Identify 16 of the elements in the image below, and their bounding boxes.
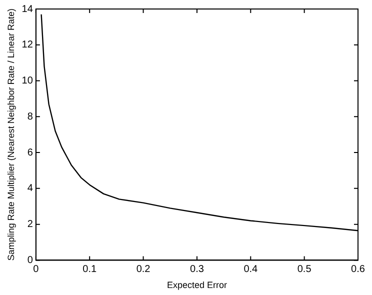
y-tick-label: 10 xyxy=(22,76,34,87)
x-tick-label: 0.4 xyxy=(244,264,258,275)
y-tick-label: 6 xyxy=(27,147,34,158)
x-tick-label: 0.1 xyxy=(82,264,97,275)
y-tick-label: 14 xyxy=(22,4,34,15)
x-tick-label: 0.5 xyxy=(297,264,312,275)
y-tick-label: 0 xyxy=(27,254,34,266)
y-tick-label: 12 xyxy=(22,40,34,51)
x-axis-title: Expected Error xyxy=(166,280,227,290)
x-tick-label: 0.6 xyxy=(351,264,366,275)
y-tick-label: 2 xyxy=(27,219,34,230)
y-tick-label: 8 xyxy=(27,111,34,122)
x-tick-label: 0.3 xyxy=(190,264,204,275)
y-tick-label: 4 xyxy=(27,183,34,194)
y-axis-title: Sampling Rate Multiplier (Nearest Neighbor Rate / Linear Rate) xyxy=(6,8,16,261)
x-tick-label: 0.2 xyxy=(136,264,151,275)
